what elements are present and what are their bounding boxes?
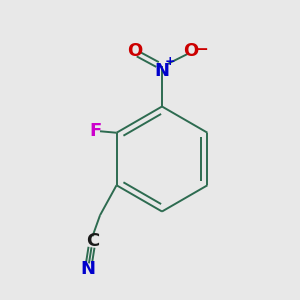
Text: N: N xyxy=(154,61,169,80)
Text: +: + xyxy=(164,55,175,68)
Text: O: O xyxy=(128,42,142,60)
Text: F: F xyxy=(89,122,102,140)
Text: C: C xyxy=(86,232,99,250)
Text: −: − xyxy=(196,42,208,57)
Text: O: O xyxy=(183,42,198,60)
Text: N: N xyxy=(80,260,95,278)
